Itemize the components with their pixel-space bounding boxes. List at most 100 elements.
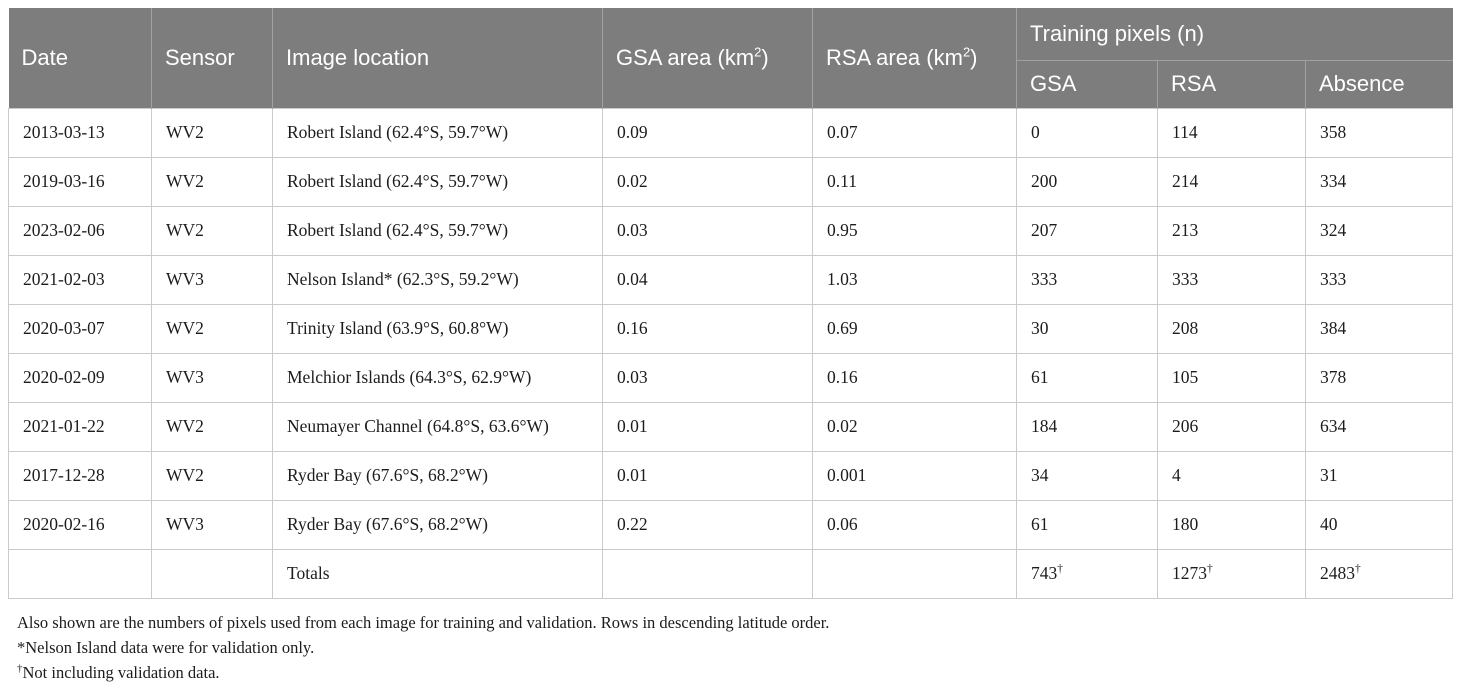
cell-gsa-pixels: 333 [1016,254,1158,305]
col-header-training-pixels: Training pixels (n) [1015,8,1453,60]
col-header-gsa-area: GSA area (km2) [602,8,813,108]
cell-rsa-pixels-total-value: 1273 [1172,563,1207,583]
col-header-image-location: Image location [272,8,603,108]
cell-absence-pixels: 333 [1304,254,1454,305]
cell-absence-pixels: 40 [1304,499,1454,550]
cell-rsa-area: 0.95 [812,205,1017,256]
cell-date: 2023-02-06 [8,205,152,256]
cell-rsa-area: 0.69 [812,303,1017,354]
cell-date: 2013-03-13 [8,107,152,158]
footnote-line-1: Also shown are the numbers of pixels use… [17,610,1444,635]
cell-rsa-area: 0.02 [812,401,1017,452]
totals-label-cell: Totals [272,548,603,599]
rsa-area-label: RSA area (km [826,44,963,70]
cell-gsa-pixels: 207 [1016,205,1158,256]
table-row: 2013-03-13 WV2 Robert Island (62.4°S, 59.7… [8,107,1454,158]
table-row: 2019-03-16 WV2 Robert Island (62.4°S, 59.7… [8,156,1454,207]
cell-rsa-area: 0.06 [812,499,1017,550]
table-row: 2021-02-03 WV3 Nelson Island* (62.3°S, 59.… [8,254,1454,305]
cell-rsa-pixels: 214 [1157,156,1306,207]
cell-absence-pixels: 378 [1304,352,1454,403]
cell-gsa-area: 0.09 [602,107,813,158]
cell-location: Melchior Islands (64.3°S, 62.9°W) [272,352,603,403]
totals-row: Totals 743† 1273† 2483† [8,548,1454,599]
cell-sensor: WV3 [151,352,273,403]
dagger-superscript: † [1355,563,1361,576]
cell-date: 2019-03-16 [8,156,152,207]
gsa-area-label: GSA area (km [616,44,755,70]
footnote-line-2: *Nelson Island data were for validation … [17,635,1444,660]
table-row: 2020-02-16 WV3 Ryder Bay (67.6°S, 68.2°W) 0… [8,499,1454,550]
cell-rsa-pixels: 180 [1157,499,1306,550]
cell-gsa-area: 0.22 [602,499,813,550]
table-footnotes: Also shown are the numbers of pixels use… [8,599,1452,685]
table-body: 2013-03-13 WV2 Robert Island (62.4°S, 59.7… [8,107,1454,599]
footnote-text: Also shown are the numbers of pixels use… [17,612,830,632]
cell-location: Robert Island (62.4°S, 59.7°W) [272,156,603,207]
cell-gsa-pixels: 0 [1016,107,1158,158]
cell-sensor: WV2 [151,107,273,158]
cell-gsa-pixels: 200 [1016,156,1158,207]
cell-location: Robert Island (62.4°S, 59.7°W) [272,205,603,256]
cell-location: Robert Island (62.4°S, 59.7°W) [272,107,603,158]
cell-rsa-area: 0.07 [812,107,1017,158]
gsa-area-label-close: ) [761,44,769,70]
cell-location: Ryder Bay (67.6°S, 68.2°W) [272,499,603,550]
rsa-area-superscript: 2 [962,44,971,60]
cell-gsa-area: 0.01 [602,450,813,501]
cell-date: 2020-03-07 [8,303,152,354]
cell-rsa-area: 0.001 [812,450,1017,501]
cell-absence-pixels: 31 [1304,450,1454,501]
cell-absence-pixels: 334 [1304,156,1454,207]
table-row: 2017-12-28 WV2 Ryder Bay (67.6°S, 68.2°W) 0… [8,450,1454,501]
col-subheader-absence: Absence [1304,59,1453,108]
cell-gsa-area [602,548,813,599]
table-row: 2023-02-06 WV2 Robert Island (62.4°S, 59.7… [8,205,1454,256]
cell-absence-pixels: 358 [1304,107,1454,158]
cell-sensor: WV2 [151,156,273,207]
cell-rsa-pixels: 333 [1157,254,1306,305]
cell-rsa-pixels: 208 [1157,303,1306,354]
cell-gsa-area: 0.16 [602,303,813,354]
col-subheader-rsa: RSA [1157,59,1306,108]
cell-date: 2017-12-28 [8,450,152,501]
col-header-date: Date [8,8,152,108]
cell-sensor: WV2 [151,205,273,256]
cell-gsa-area: 0.03 [602,352,813,403]
training-pixels-table: Date Sensor Image location GSA area (km2… [8,8,1454,599]
dagger-superscript: † [1057,563,1063,576]
cell-rsa-area: 0.16 [812,352,1017,403]
cell-absence-pixels: 324 [1304,205,1454,256]
gsa-area-superscript: 2 [754,44,762,60]
cell-date [8,548,152,599]
table-row: 2020-03-07 WV2 Trinity Island (63.9°S, 60.… [8,303,1454,354]
cell-location: Nelson Island* (62.3°S, 59.2°W) [272,254,603,305]
dagger-superscript: † [1207,563,1213,576]
cell-date: 2020-02-09 [8,352,152,403]
cell-gsa-area: 0.01 [602,401,813,452]
cell-absence-pixels: 634 [1304,401,1454,452]
cell-gsa-pixels: 184 [1016,401,1158,452]
table-header: Date Sensor Image location GSA area (km2… [8,8,1453,108]
col-header-rsa-area: RSA area (km2) [812,8,1017,108]
cell-gsa-pixels: 61 [1016,352,1158,403]
cell-date: 2020-02-16 [8,499,152,550]
cell-gsa-pixels-total-value: 743 [1031,563,1058,583]
cell-sensor [151,548,273,599]
cell-gsa-pixels: 61 [1016,499,1158,550]
cell-rsa-pixels-total: 1273† [1157,548,1306,599]
cell-sensor: WV3 [151,254,273,305]
col-subheader-gsa: GSA [1016,59,1158,108]
table-row: 2021-01-22 WV2 Neumayer Channel (64.8°S, 6… [8,401,1454,452]
rsa-area-label-close: ) [970,44,978,70]
footnote-line-3: †Not including validation data. [17,660,1444,685]
cell-gsa-pixels: 30 [1016,303,1158,354]
cell-sensor: WV2 [151,450,273,501]
cell-rsa-area: 0.11 [812,156,1017,207]
cell-rsa-pixels: 213 [1157,205,1306,256]
cell-date: 2021-02-03 [8,254,152,305]
cell-rsa-pixels: 206 [1157,401,1306,452]
cell-gsa-area: 0.04 [602,254,813,305]
cell-location: Trinity Island (63.9°S, 60.8°W) [272,303,603,354]
